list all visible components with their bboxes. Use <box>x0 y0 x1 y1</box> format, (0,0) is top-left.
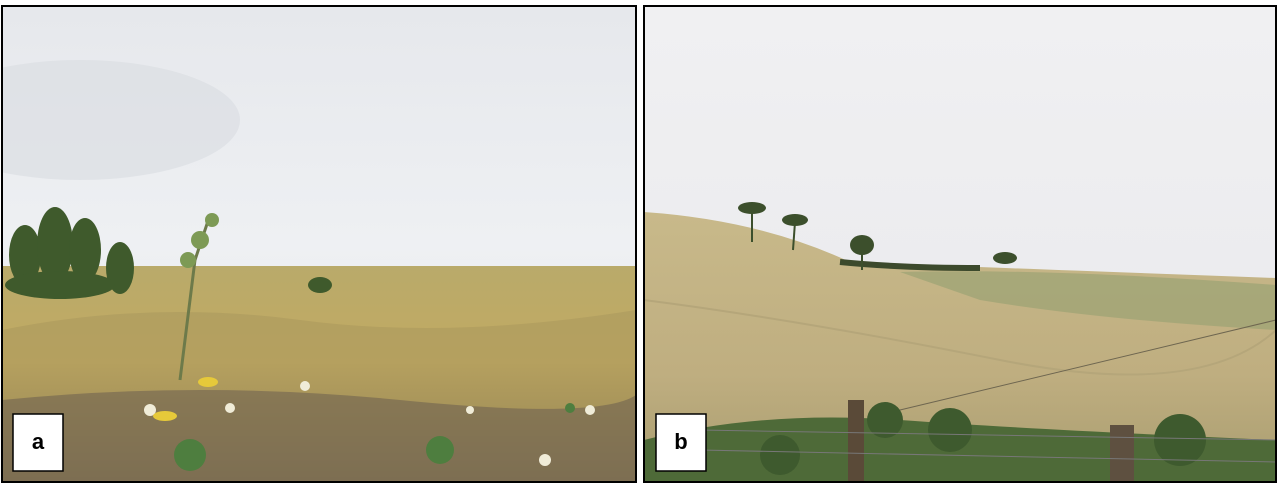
panel-label: b <box>674 429 687 454</box>
page: a b (() => { const data = JSON.parse(doc… <box>0 0 1277 483</box>
panel-label: a <box>32 429 45 454</box>
figure: a b <box>0 0 1277 483</box>
photo-a <box>0 6 636 482</box>
photo-b <box>644 6 1276 482</box>
